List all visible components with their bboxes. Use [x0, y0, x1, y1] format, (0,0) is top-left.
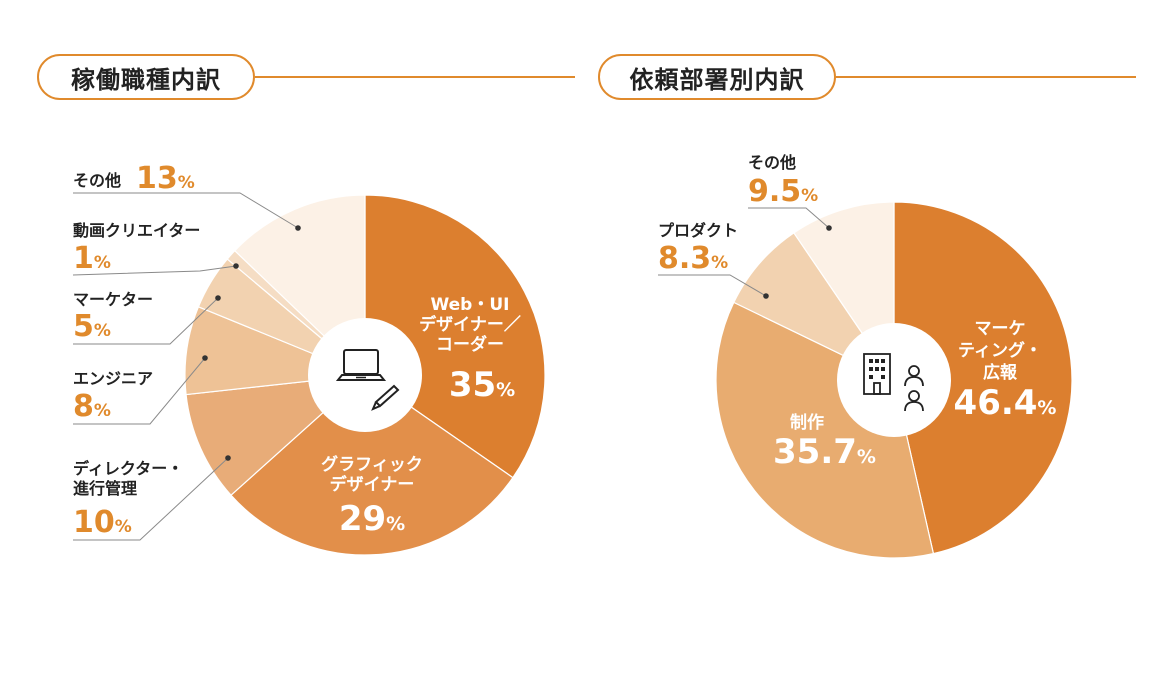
chart1-outside-value-2-number: 5 — [73, 309, 94, 344]
chart1-outside-value-1: 1% — [73, 241, 111, 276]
chart2-inside-value-1-number: 35.7 — [773, 432, 857, 472]
chart2-outside-value-1-number: 8.3 — [658, 241, 711, 276]
chart2-slice-1 — [715, 301, 935, 559]
chart1-outside-value-4-unit: % — [115, 517, 132, 537]
chart2-inside-label-0: マーケ — [975, 319, 1026, 339]
chart1-leader-3-line — [73, 357, 206, 425]
chart2-title: 依頼部署別内訳 — [598, 54, 836, 100]
building-people-icon — [863, 353, 924, 412]
chart1-leader-1-line — [72, 265, 237, 276]
chart1-inside-value-1-number: 29 — [339, 499, 386, 539]
chart2-inside-value-0-number: 46.4 — [954, 383, 1038, 423]
chart1-outside-value-2: 5% — [73, 309, 111, 344]
chart1-inside-label-0: デザイナー／ — [419, 314, 521, 335]
chart2-outside-value-1-unit: % — [711, 253, 728, 273]
chart1-inside-value-0-unit: % — [496, 379, 515, 401]
chart2-title-rule — [836, 76, 1136, 78]
chart1-outside-value-3: 8% — [73, 389, 111, 424]
chart1-slice-1 — [230, 374, 514, 556]
chart2-outside-value-0-number: 9.5 — [748, 174, 801, 209]
laptop-pencil-icon — [335, 349, 400, 411]
chart2-inside-label-0: 広報 — [983, 362, 1018, 383]
chart2-inside-value-0: 46.4% — [954, 383, 1057, 423]
chart1-leader-3-dot — [202, 355, 208, 361]
chart1-outside-value-4-number: 10 — [73, 505, 115, 540]
chart2-leader-1-dot — [763, 293, 769, 299]
chart1-outside-label-3: エンジニア — [73, 369, 153, 388]
chart1-inside-label-1: デザイナー — [330, 474, 415, 495]
chart1-inside-label-0: Web・UI — [431, 295, 510, 315]
chart2-outside-value-0: 9.5% — [748, 174, 818, 209]
chart1-outside-value-3-number: 8 — [73, 389, 94, 424]
chart1-outside-value-3-unit: % — [94, 401, 111, 421]
chart1-outside-value-0-number: 13 — [136, 161, 178, 196]
chart1-inside-value-0-number: 35 — [449, 365, 496, 405]
chart1-outside-value-4: 10% — [73, 505, 132, 540]
chart1-leader-1-dot — [233, 263, 239, 269]
chart2-center-hole — [837, 323, 951, 437]
chart1-inside-label-1: グラフィック — [321, 454, 423, 475]
chart2-outside-value-0-unit: % — [801, 186, 818, 206]
chart1-leader-4-dot — [225, 455, 231, 461]
chart1-outside-label-1: 動画クリエイター — [73, 221, 200, 240]
chart2-inside-value-1: 35.7% — [773, 432, 876, 472]
chart1-outside-label-4: ディレクター・ — [73, 459, 183, 478]
chart1-leader-2-dot — [215, 295, 221, 301]
chart1-inside-value-1-unit: % — [386, 513, 405, 535]
chart1-outside-value-0: 13% — [136, 161, 195, 196]
chart2-outside-value-1: 8.3% — [658, 241, 728, 276]
chart1-outside-label-2: マーケター — [73, 290, 153, 309]
chart1-outside-value-2-unit: % — [94, 321, 111, 341]
chart2-outside-label-1: プロダクト — [658, 221, 738, 240]
chart1-leader-0-dot — [295, 225, 301, 231]
chart1-outside-value-1-number: 1 — [73, 241, 94, 276]
chart2-leader-1-line — [658, 274, 767, 297]
chart1-outside-value-1-unit: % — [94, 253, 111, 273]
chart2-inside-label-1: 制作 — [790, 412, 824, 433]
chart1-leader-0-line — [73, 192, 299, 229]
chart2-outside-label-0: その他 — [748, 153, 796, 172]
chart2-inside-label-0: ティング・ — [958, 340, 1042, 361]
chart1-outside-label-0: その他 — [73, 171, 121, 190]
chart1-inside-value-0: 35% — [449, 365, 515, 405]
chart1-outside-value-0-unit: % — [178, 173, 195, 193]
chart2-inside-value-1-unit: % — [857, 446, 876, 468]
chart2-leader-0-dot — [826, 225, 832, 231]
chart1-leader-4-line — [73, 457, 229, 541]
chart1-title-rule — [255, 76, 575, 78]
chart1-slice-0 — [364, 194, 546, 479]
chart2-leader-0-line — [748, 207, 830, 229]
chart2-inside-value-0-unit: % — [1037, 397, 1056, 419]
chart1-inside-label-0: コーダー — [436, 334, 504, 355]
chart2-slice-0 — [893, 201, 1073, 555]
chart1-outside-label-4: 進行管理 — [73, 479, 137, 498]
chart1-inside-value-1: 29% — [339, 499, 405, 539]
chart1-title: 稼働職種内訳 — [37, 54, 255, 100]
chart1-leader-2-line — [73, 297, 219, 345]
